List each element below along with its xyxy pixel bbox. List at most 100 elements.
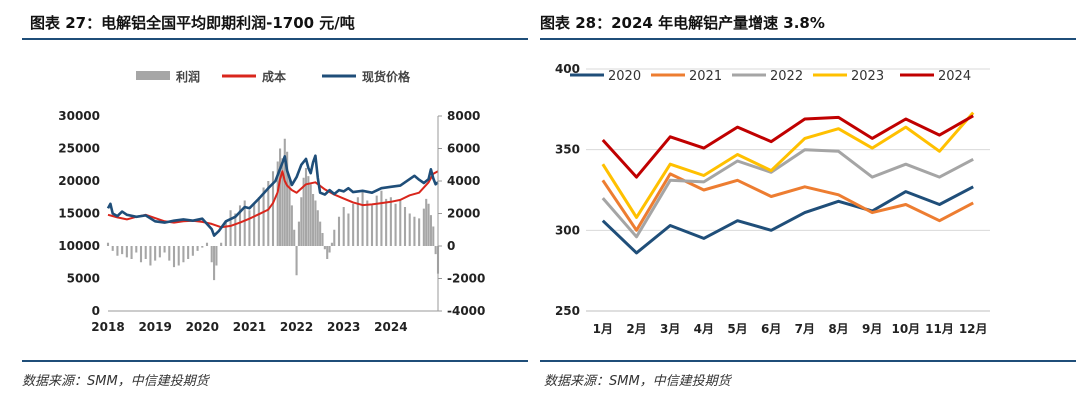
- profit-bar: [253, 203, 256, 246]
- profit-bar: [201, 246, 204, 248]
- profit-bar: [323, 246, 326, 250]
- profit-bar: [135, 246, 138, 253]
- x-tick-label: 8月: [828, 322, 848, 336]
- x-tick-label: 2019: [138, 320, 171, 334]
- right-y-tick-label: 8000: [447, 109, 480, 123]
- production-by-month-chart: 400 350 300 250 1月 2月 3月 4月 5月 6月 7月 8月 9月 10月 11月 12月 2…: [555, 62, 990, 336]
- legend-label: 2024: [938, 69, 971, 84]
- series-line-2022: [601, 148, 974, 239]
- x-tick-label: 12月: [959, 322, 988, 336]
- x-tick-label: 2023: [327, 320, 360, 334]
- x-tick-label: 3月: [660, 322, 680, 336]
- right-y-tick-label: 4000: [447, 174, 480, 188]
- profit-bar: [168, 246, 171, 261]
- series-line-2020: [601, 185, 974, 255]
- left-bottom-rule: [22, 360, 528, 362]
- legend-label: 2021: [689, 69, 722, 84]
- profit-bar: [196, 246, 199, 251]
- profit-bar: [356, 197, 359, 246]
- right-top-rule: [540, 38, 1076, 40]
- profit-bar: [413, 216, 416, 246]
- profit-bar: [288, 177, 291, 246]
- profit-bar: [267, 181, 270, 246]
- x-tick-label: 2024: [374, 320, 407, 334]
- profit-bar: [300, 197, 303, 246]
- profit-bar: [427, 203, 430, 246]
- profit-bar: [307, 176, 310, 246]
- profit-bar: [130, 246, 133, 259]
- profit-bar: [394, 203, 397, 246]
- x-tick-label: 2020: [186, 320, 219, 334]
- left-y-tick-label: 25000: [58, 142, 100, 156]
- legend-label: 2023: [851, 69, 884, 84]
- left-panel-title: 图表 27：电解铝全国平均即期利润-1700 元/吨: [30, 14, 355, 32]
- profit-bar: [316, 210, 319, 246]
- legend-label: 现货价格: [362, 69, 411, 84]
- profit-bar: [144, 246, 147, 259]
- profit-bar: [262, 187, 265, 246]
- profit-bar: [385, 198, 388, 246]
- y-tick-label: 300: [555, 223, 580, 237]
- profit-bar: [215, 246, 218, 266]
- profit-bar: [418, 218, 421, 246]
- profit-bar: [399, 200, 402, 246]
- profit-bar: [276, 161, 279, 246]
- profit-bar: [380, 190, 383, 246]
- profit-bar: [389, 197, 392, 246]
- profit-bar: [375, 195, 378, 246]
- profit-bar: [370, 205, 374, 246]
- x-tick-label: 10月: [891, 322, 920, 336]
- x-tick-label: 6月: [761, 322, 781, 336]
- profit-bar: [432, 226, 435, 246]
- profit-bar: [295, 246, 298, 276]
- series-line-2024: [601, 114, 974, 179]
- profit-bar: [271, 171, 275, 246]
- profit-bar: [238, 205, 242, 246]
- left-y-tick-label: 10000: [58, 239, 100, 253]
- series-line-2023: [601, 111, 975, 219]
- profit-bar: [434, 246, 437, 255]
- legend-swatch-profit: [136, 71, 170, 80]
- x-tick-label: 5月: [727, 322, 747, 336]
- profit-bar: [321, 233, 324, 246]
- profit-bar: [187, 246, 190, 259]
- left-y-tick-label: 30000: [58, 109, 100, 123]
- right-panel-title: 图表 28：2024 年电解铝产量增速 3.8%: [540, 14, 825, 32]
- profit-bar: [403, 207, 407, 246]
- x-tick-label: 1月: [593, 322, 613, 336]
- profit-bar: [106, 242, 110, 246]
- profit-bar: [248, 210, 251, 246]
- x-tick-label: 2021: [233, 320, 266, 334]
- profit-bar: [333, 229, 336, 246]
- profit-bar: [172, 246, 176, 268]
- profit-bar: [319, 221, 322, 246]
- profit-bar: [326, 246, 329, 259]
- profit-bar: [279, 148, 282, 246]
- profit-bar: [302, 177, 305, 246]
- profit-bar: [149, 246, 152, 266]
- profit-bar: [111, 246, 114, 251]
- profit-bar: [234, 213, 237, 246]
- profit-bar: [290, 205, 293, 246]
- profit-bar: [425, 198, 428, 246]
- profit-bar: [125, 246, 128, 258]
- x-tick-label: 4月: [694, 322, 714, 336]
- profit-bar: [304, 168, 308, 246]
- right-source-note: 数据来源：SMM，中信建投期货: [544, 374, 731, 389]
- x-tick-label: 11月: [925, 322, 954, 336]
- right-y-tick-label: -4000: [447, 304, 485, 318]
- profit-bar: [213, 246, 216, 281]
- left-y-tick-label: 20000: [58, 174, 100, 188]
- profit-bar: [283, 138, 286, 246]
- legend-label: 2020: [608, 69, 641, 84]
- profit-bar: [281, 158, 284, 246]
- profit-bar: [297, 221, 300, 246]
- profit-bar: [293, 229, 296, 246]
- legend-label: 利润: [176, 69, 200, 84]
- profit-bar: [330, 242, 333, 246]
- y-tick-label: 350: [555, 143, 580, 157]
- profit-bar: [366, 200, 369, 246]
- left-source-note: 数据来源：SMM，中信建投期货: [22, 374, 209, 389]
- profit-bar: [347, 213, 350, 246]
- spot-price-line: [106, 154, 439, 237]
